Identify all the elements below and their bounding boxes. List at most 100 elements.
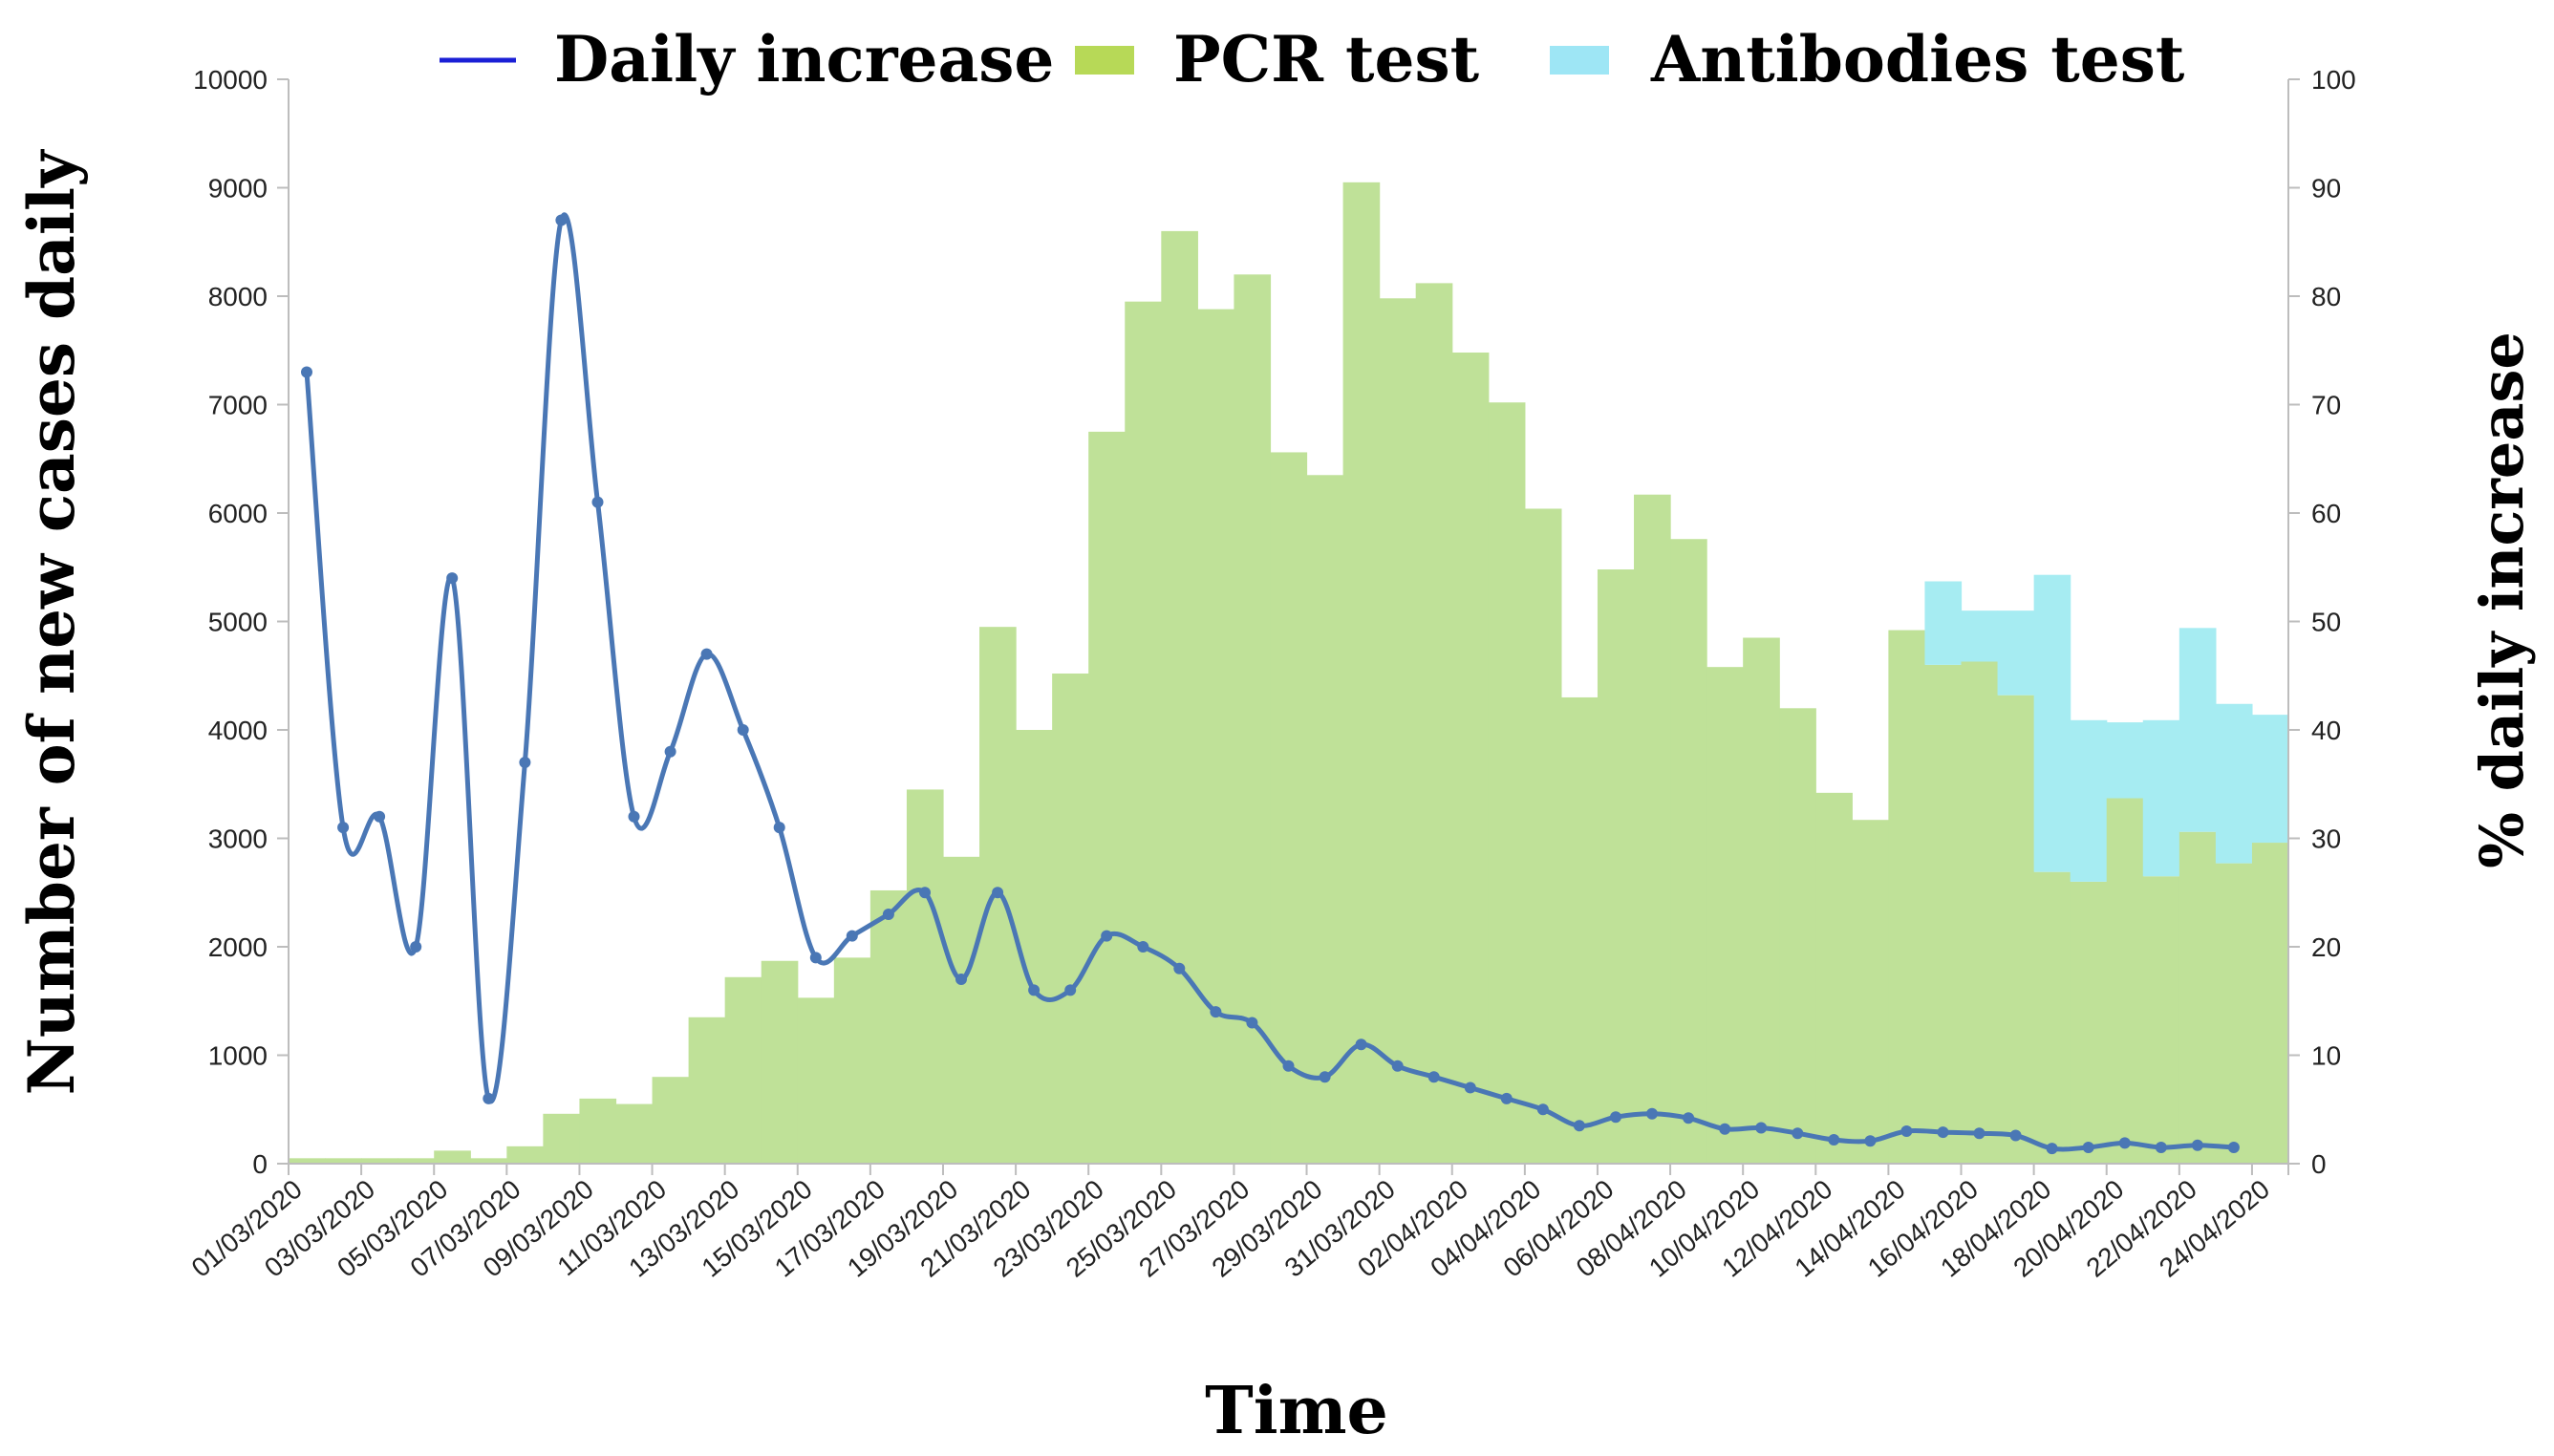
y-tick-label: 1000 (208, 1041, 268, 1071)
antibodies-bar (2033, 574, 2071, 872)
pcr-bar (1961, 661, 1999, 1164)
pcr-bar (1125, 301, 1162, 1164)
legend-swatch-antibodies (1550, 46, 1609, 75)
daily-increase-point (555, 214, 568, 226)
daily-increase-point (1064, 984, 1077, 996)
y2-tick-label: 80 (2311, 282, 2341, 311)
daily-increase-point (1937, 1126, 1949, 1139)
pcr-bar (1597, 569, 1635, 1164)
legend: Daily increase PCR test Antibodies test (440, 22, 2185, 96)
y2-tick-label: 40 (2311, 716, 2341, 745)
daily-increase-point (846, 930, 858, 942)
pcr-bar (2070, 881, 2108, 1164)
daily-increase-point (1973, 1127, 1985, 1140)
antibodies-bar (2215, 703, 2253, 864)
pcr-bar (1306, 475, 1344, 1164)
legend-swatch-pcr (1075, 46, 1134, 75)
y-tick-label: 9000 (208, 174, 268, 203)
daily-increase-point (1137, 941, 1149, 953)
daily-increase-point (374, 810, 386, 823)
pcr-bar (1451, 353, 1490, 1164)
pcr-bar (2033, 871, 2071, 1164)
daily-increase-line-layer (301, 212, 2240, 1155)
daily-increase-point (1900, 1125, 1913, 1137)
antibodies-bar (2251, 715, 2289, 844)
daily-increase-point (1028, 984, 1041, 996)
y-tick-label: 10000 (193, 65, 268, 95)
antibodies-bar (1961, 610, 1999, 662)
y-tick-label: 5000 (208, 608, 268, 637)
y-tick-label: 8000 (208, 282, 268, 311)
pcr-bar (1852, 820, 1889, 1164)
daily-increase-point (1282, 1060, 1295, 1072)
pcr-bar (397, 1158, 435, 1164)
daily-increase-point (1210, 1006, 1222, 1018)
antibodies-bar (2142, 719, 2180, 877)
y2-tick-label: 90 (2311, 174, 2341, 203)
daily-increase-point (628, 810, 640, 823)
daily-increase-point (1319, 1071, 1331, 1083)
pcr-bar (2251, 843, 2289, 1164)
pcr-bar (1888, 630, 1926, 1164)
pcr-bar (1234, 274, 1272, 1164)
pcr-bar (1342, 182, 1381, 1165)
y2-tick-label: 20 (2311, 932, 2341, 962)
daily-increase-point (1355, 1038, 1367, 1051)
y2-tick-label: 60 (2311, 499, 2341, 528)
pcr-bar (579, 1098, 617, 1164)
pcr-bar (761, 960, 799, 1164)
legend-label-antibodies: Antibodies test (1650, 22, 2185, 96)
daily-increase-point (1573, 1120, 1585, 1132)
daily-increase-point (301, 366, 312, 378)
pcr-bar (325, 1158, 362, 1164)
daily-increase-point (809, 952, 822, 964)
daily-increase-point (2009, 1129, 2022, 1142)
pcr-bar (2215, 863, 2253, 1164)
pcr-bar (1415, 283, 1453, 1164)
pcr-bar (1670, 539, 1707, 1164)
pcr-bar (2106, 798, 2144, 1164)
pcr-bar (1379, 298, 1417, 1164)
pcr-bar (906, 789, 944, 1164)
pcr-bar (1161, 230, 1198, 1164)
daily-increase-point (337, 822, 350, 834)
y2-axis-title: % daily increase (2467, 332, 2537, 868)
pcr-bar (1743, 637, 1780, 1164)
daily-increase-point (2082, 1142, 2094, 1153)
daily-increase-point (1792, 1127, 1804, 1140)
y2-tick-label: 100 (2311, 65, 2356, 95)
pcr-bar (506, 1146, 544, 1164)
daily-increase-point (955, 974, 967, 985)
pcr-bar (1270, 452, 1308, 1164)
antibodies-bar (1997, 610, 2035, 696)
daily-increase-point (992, 887, 1004, 899)
daily-increase-point (1646, 1107, 1658, 1120)
daily-increase-point (1500, 1092, 1513, 1104)
y-tick-label: 7000 (208, 391, 268, 420)
pcr-bar (652, 1077, 690, 1164)
daily-increase-point (2227, 1142, 2240, 1153)
daily-increase-point (1101, 930, 1113, 942)
daily-increase-point (1427, 1071, 1440, 1083)
antibodies-bar (2178, 628, 2217, 832)
legend-label-pcr: PCR test (1173, 22, 1480, 96)
y-tick-label: 0 (252, 1149, 268, 1179)
axes (277, 78, 2300, 1175)
daily-increase-point (1610, 1111, 1621, 1124)
daily-increase-point (519, 757, 531, 768)
y2-tick-label: 0 (2311, 1149, 2327, 1179)
daily-increase-point (2046, 1143, 2058, 1155)
pcr-bar (289, 1158, 326, 1164)
legend-label-daily-increase: Daily increase (554, 22, 1054, 96)
pcr-bar (434, 1150, 471, 1164)
pcr-bar (1815, 792, 1853, 1164)
daily-increase-point (1536, 1103, 1549, 1116)
y-tick-label: 4000 (208, 716, 268, 745)
pcr-bar (869, 889, 908, 1164)
pcr-bar (470, 1158, 507, 1164)
pcr-bar (1924, 664, 1963, 1164)
daily-increase-point (1719, 1123, 1731, 1135)
y-tick-label: 2000 (208, 932, 268, 962)
pcr-bar (1197, 309, 1235, 1164)
